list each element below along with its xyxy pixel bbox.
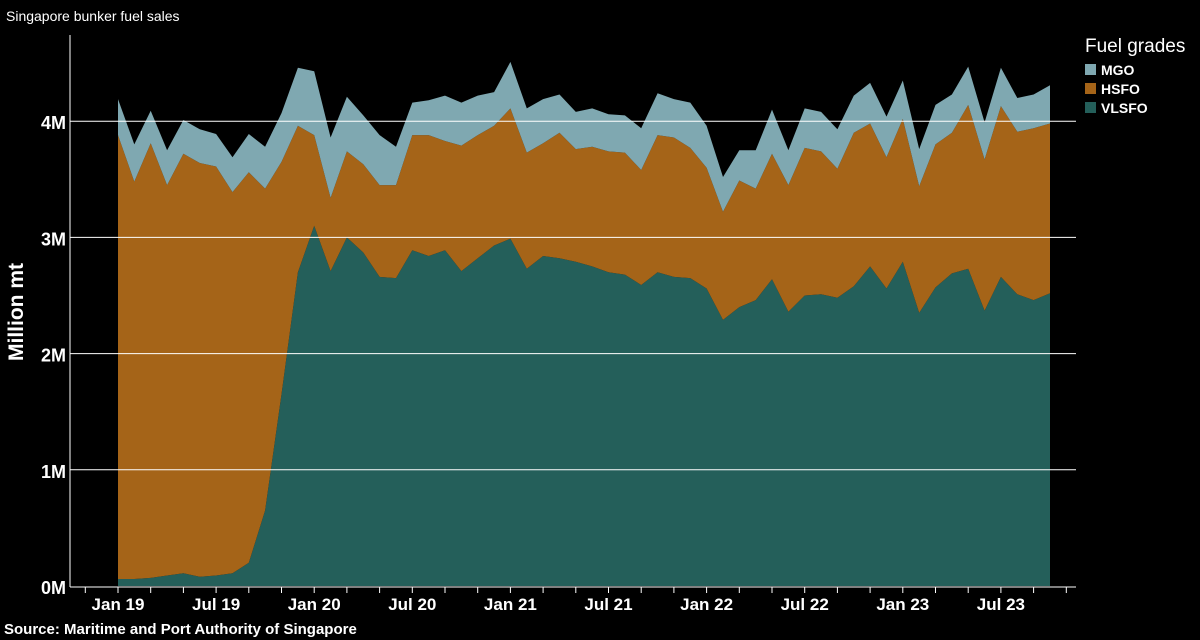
y-axis-label: Million mt <box>5 263 28 361</box>
legend: Fuel grades MGO HSFO VLSFO <box>1085 36 1185 117</box>
x-tick-label: Jul 20 <box>388 595 436 614</box>
legend-item-mgo: MGO <box>1085 60 1185 79</box>
y-tick-label: 2M <box>41 346 66 366</box>
legend-item-hsfo: HSFO <box>1085 79 1185 98</box>
x-tick-label: Jan 19 <box>92 595 145 614</box>
x-tick-label: Jan 22 <box>680 595 733 614</box>
x-tick-label: Jul 22 <box>781 595 829 614</box>
legend-label-hsfo: HSFO <box>1101 80 1140 97</box>
chart-subtitle: Singapore bunker fuel sales <box>6 8 180 24</box>
legend-swatch-mgo <box>1085 64 1096 75</box>
x-tick-label: Jan 20 <box>288 595 341 614</box>
x-tick-label: Jul 21 <box>584 595 632 614</box>
area-mgo <box>118 61 1050 212</box>
legend-swatch-vlsfo <box>1085 102 1096 113</box>
x-tick-label: Jan 23 <box>876 595 929 614</box>
gridlines <box>70 120 1076 471</box>
x-tick-label: Jan 21 <box>484 595 537 614</box>
source-note: Source: Maritime and Port Authority of S… <box>4 621 357 638</box>
legend-title: Fuel grades <box>1085 36 1186 57</box>
legend-swatch-hsfo <box>1085 83 1096 94</box>
x-tick-label: Jul 23 <box>977 595 1025 614</box>
y-tick-label: 0M <box>41 578 66 598</box>
legend-label-vlsfo: VLSFO <box>1101 99 1148 116</box>
legend-label-mgo: MGO <box>1101 61 1135 78</box>
y-tick-label: 3M <box>41 229 66 249</box>
stacked-areas <box>118 61 1050 587</box>
x-tick-label: Jul 19 <box>192 595 240 614</box>
y-tick-label: 1M <box>41 462 66 482</box>
area-hsfo <box>118 104 1050 580</box>
y-tick-label: 4M <box>41 113 66 133</box>
axes: 0M 1M 2M 3M 4M Jan 19 Jul 19 Jan 20 Jul 20 Jan 21… <box>41 35 1076 614</box>
legend-item-vlsfo: VLSFO <box>1085 98 1185 117</box>
area-vlsfo <box>118 225 1050 587</box>
